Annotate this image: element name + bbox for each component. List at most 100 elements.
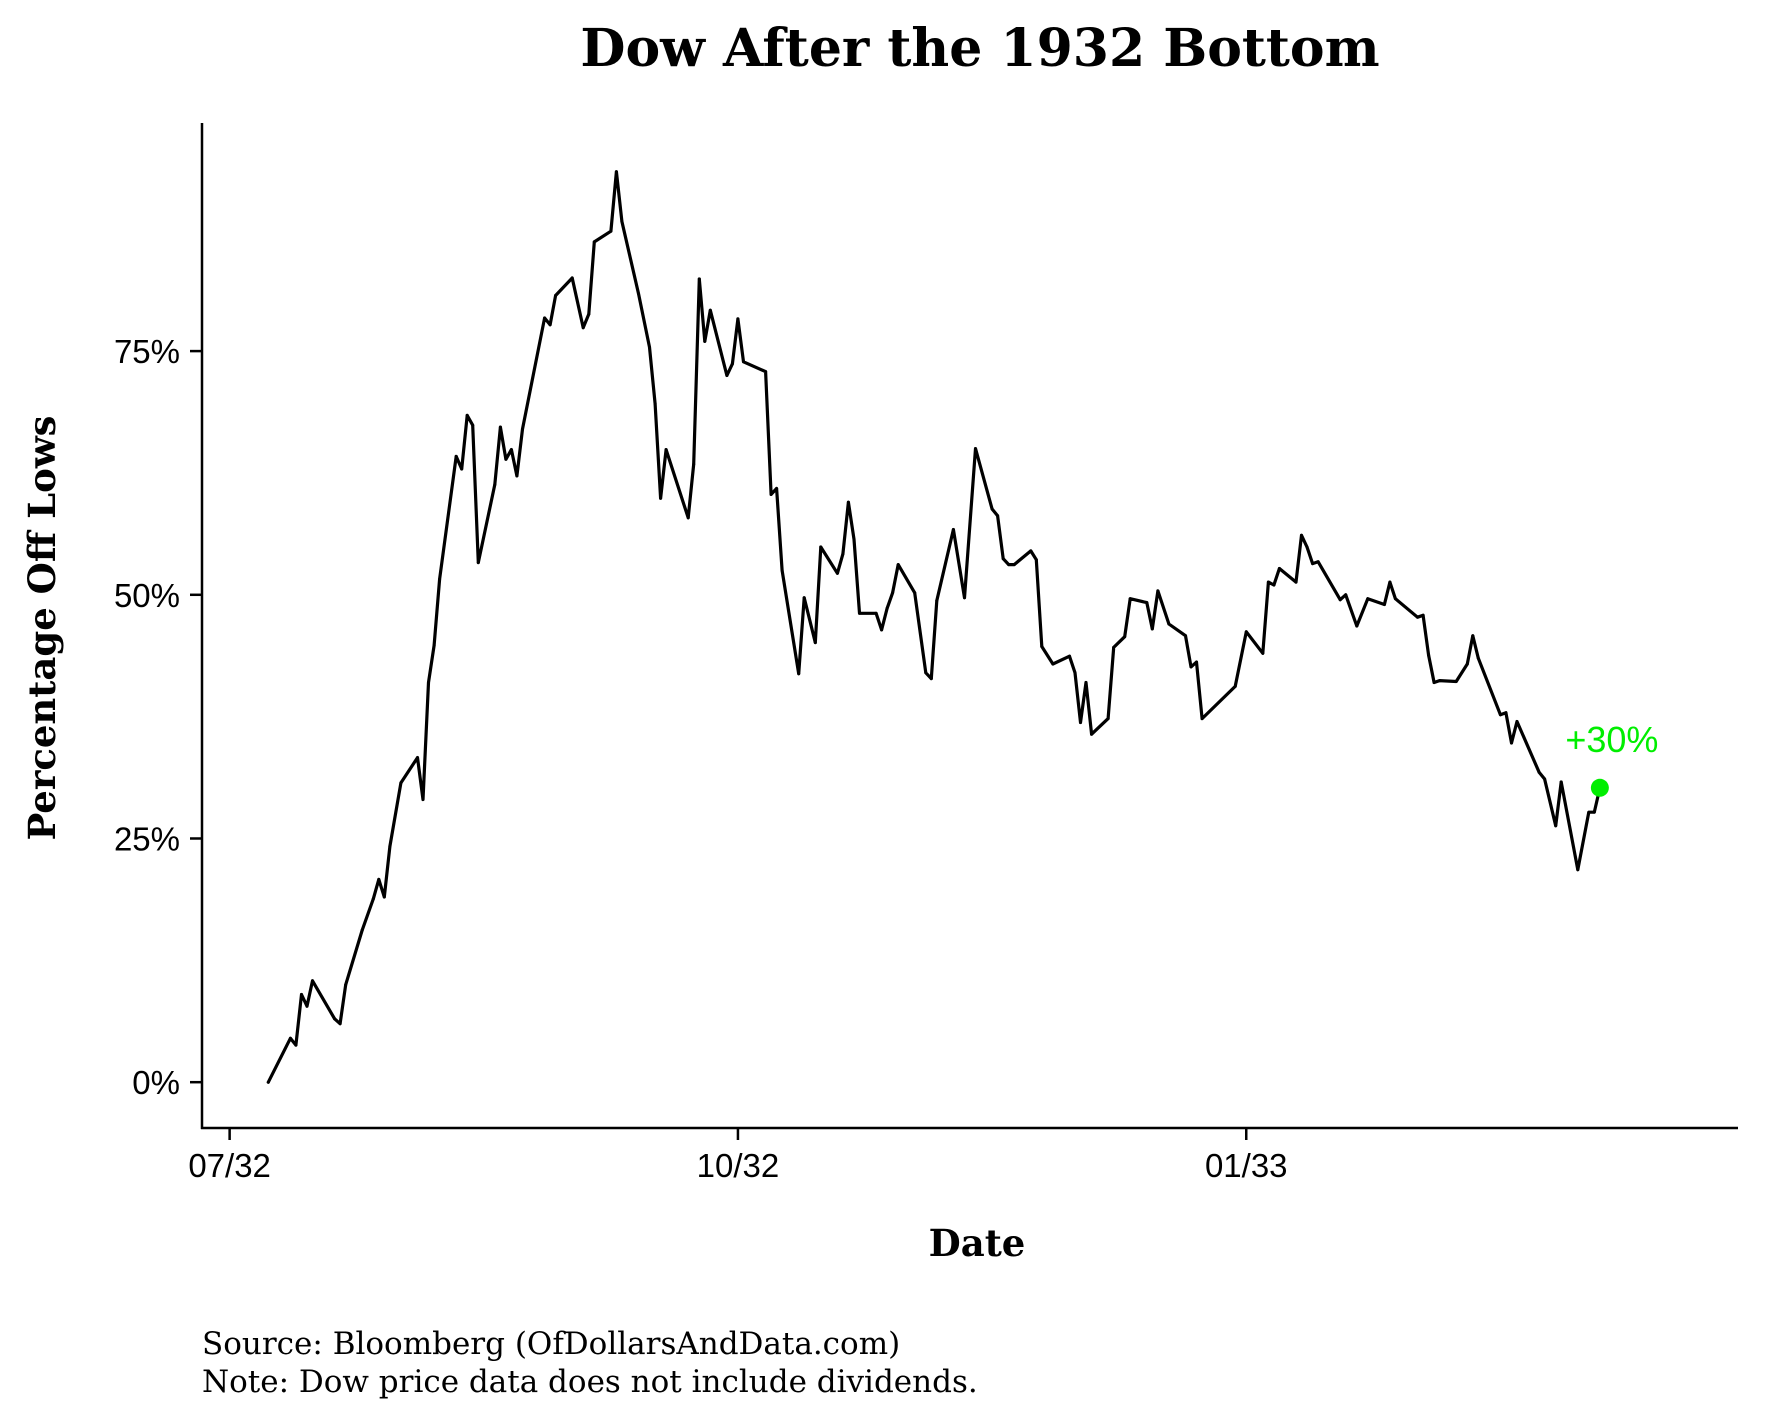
data-point [703,339,707,343]
data-point [648,345,651,349]
data-point [686,516,690,520]
data-point [300,993,303,996]
data-point [1090,732,1094,736]
data-point [1040,645,1044,648]
data-point [730,362,734,366]
data-point [929,677,933,681]
data-point [896,563,900,567]
data-point [454,454,458,458]
data-point [509,448,513,452]
data-point [592,240,596,244]
data-point [543,316,547,320]
data-point [769,492,773,496]
data-point [1416,615,1419,619]
data-point [736,317,740,321]
data-point [554,294,558,297]
data-point [465,413,469,417]
data-point [471,423,475,427]
data-point [1587,810,1591,814]
data-point [1244,630,1248,634]
data-point [1145,601,1149,605]
data-point [1073,671,1077,675]
data-point [311,979,314,983]
data-point [1515,720,1519,723]
data-point [1559,780,1563,784]
data-point [1189,665,1193,669]
data-point [1305,545,1309,549]
data-point [742,360,745,364]
data-point [1355,624,1359,628]
data-point [913,591,917,595]
data-point [338,1022,342,1026]
data-point [1537,770,1541,774]
data-point [935,599,939,603]
data-point [819,545,823,549]
data-point [1084,681,1088,684]
data-point [1184,634,1187,638]
data-point [1294,580,1298,584]
data-point [1510,741,1513,745]
y-tick-label: 0% [132,1064,180,1101]
data-point [1438,679,1442,683]
data-point [1382,603,1386,606]
data-point [764,370,768,374]
annotation-label: +30% [1565,719,1658,760]
data-point [1277,567,1281,570]
y-axis-label: Percentage Off Lows [20,415,64,840]
data-point [1012,563,1016,567]
data-point [708,308,712,312]
data-point [1233,684,1237,688]
data-point [614,170,618,174]
data-point [266,1080,270,1084]
data-point [1366,597,1370,601]
data-point [1465,662,1469,666]
data-point [1471,634,1475,638]
data-point [1167,622,1171,626]
data-point [974,447,977,451]
data-point [802,596,806,600]
dividend-note: Note: Dow price data does not include di… [202,1364,978,1400]
data-point [1106,717,1110,721]
data-point [1592,810,1596,814]
data-point [1261,651,1265,655]
x-tick-label: 10/32 [697,1147,780,1184]
data-point [1029,549,1033,553]
data-point [990,507,994,511]
data-point [1498,713,1502,717]
data-point [1427,653,1431,657]
data-point [1421,613,1425,617]
data-point [1156,589,1160,593]
data-point [697,277,701,281]
data-point [432,644,436,647]
data-point [344,983,348,987]
data-point [427,681,430,684]
data-point [725,374,729,377]
data-point [874,611,878,615]
x-axis-ticks: 07/32 10/32 01/33 [188,1128,1288,1184]
data-point [1123,635,1127,639]
data-point [1300,533,1303,537]
data-point [620,220,624,223]
data-point [664,448,668,452]
x-tick-label: 07/32 [188,1147,271,1184]
x-axis-label: Date [929,1221,1026,1265]
data-point [360,928,364,932]
data-point [1311,562,1315,566]
data-point [371,897,375,901]
data-point [294,1043,298,1047]
data-point [637,292,640,296]
data-point [1432,681,1436,684]
data-point [1476,656,1480,660]
chart-title: Dow After the 1932 Bottom [580,18,1379,79]
data-point [1195,660,1198,664]
data-point [963,596,966,600]
data-point [498,425,502,429]
data-point [858,611,861,615]
data-point [1576,868,1580,872]
data-point [1001,557,1005,561]
data-point [797,672,801,676]
data-point [1128,597,1132,601]
data-point [609,229,613,233]
